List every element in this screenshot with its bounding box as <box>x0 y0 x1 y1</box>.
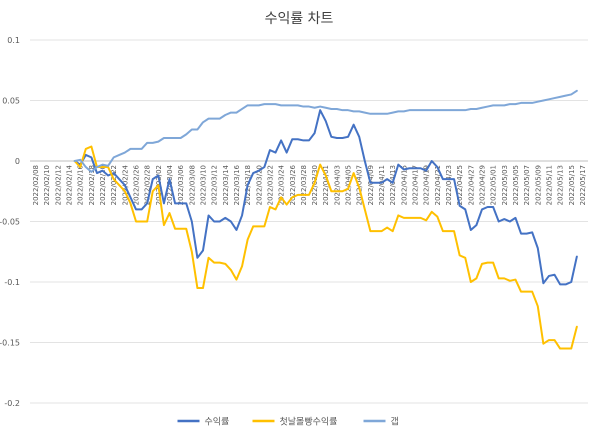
series-line-1 <box>73 145 578 350</box>
series-line-2 <box>73 89 578 173</box>
x-tick-label: 2022/04/13 <box>389 165 397 205</box>
x-tick-label: 2022/03/24 <box>278 164 286 205</box>
y-axis-ticks: 0.1 0.05 0 -0.05 -0.1 -0.15 -0.2 <box>0 36 20 408</box>
x-tick-label: 2022/02/16 <box>77 164 85 205</box>
x-tick-label: 2022/04/09 <box>367 165 375 205</box>
x-tick-label: 2022/03/22 <box>266 165 274 205</box>
chart-title: 수익률 차트 <box>265 11 334 27</box>
x-tick-label: 2022/04/11 <box>378 165 386 205</box>
y-tick-label: -0.1 <box>4 278 20 287</box>
x-tick-label: 2022/05/11 <box>545 165 553 205</box>
x-tick-label: 2022/03/20 <box>255 165 263 205</box>
x-tick-label: 2022/04/21 <box>434 165 442 205</box>
x-tick-label: 2022/03/28 <box>300 165 308 205</box>
x-tick-label: 2022/03/06 <box>177 164 185 205</box>
legend-label: 첫날몰빵수익률 <box>280 416 338 428</box>
x-tick-label: 2022/05/15 <box>568 165 576 205</box>
legend-label: 갭 <box>391 416 399 428</box>
x-tick-label: 2022/05/05 <box>512 165 520 205</box>
y-tick-label: -0.15 <box>0 339 20 348</box>
x-tick-label: 2022/03/12 <box>211 165 219 205</box>
x-tick-label: 2022/03/26 <box>289 164 297 205</box>
y-tick-label: -0.05 <box>0 218 20 227</box>
x-tick-label: 2022/02/12 <box>54 165 62 205</box>
x-tick-label: 2022/03/16 <box>233 164 241 205</box>
x-tick-label: 2022/04/15 <box>400 165 408 205</box>
x-tick-label: 2022/02/14 <box>66 164 74 205</box>
x-tick-label: 2022/03/14 <box>222 164 230 205</box>
legend: 수익률 첫날몰빵수익률 갭 <box>177 416 399 428</box>
x-tick-label: 2022/03/30 <box>311 165 319 205</box>
x-tick-label: 2022/05/07 <box>523 165 531 205</box>
gridlines <box>30 39 588 404</box>
x-tick-label: 2022/02/08 <box>32 165 40 205</box>
x-tick-label: 2022/04/25 <box>456 165 464 205</box>
x-tick-label: 2022/04/27 <box>467 165 475 205</box>
x-tick-label: 2022/05/01 <box>490 165 498 205</box>
x-tick-label: 2022/02/20 <box>99 165 107 205</box>
x-tick-label: 2022/05/17 <box>579 165 587 205</box>
x-tick-label: 2022/02/18 <box>88 165 96 205</box>
x-tick-label: 2022/02/22 <box>110 165 118 205</box>
x-tick-label: 2022/05/13 <box>557 165 565 205</box>
y-tick-label: 0 <box>15 157 20 166</box>
x-tick-label: 2022/04/03 <box>333 165 341 205</box>
legend-label: 수익률 <box>205 416 230 428</box>
x-tick-label: 2022/04/23 <box>445 165 453 205</box>
x-tick-label: 2022/04/17 <box>412 165 420 205</box>
x-tick-label: 2022/04/29 <box>478 165 486 205</box>
x-tick-label: 2022/03/08 <box>188 165 196 205</box>
y-tick-label: 0.1 <box>7 36 20 45</box>
x-tick-label: 2022/04/01 <box>322 165 330 205</box>
y-tick-label: -0.2 <box>4 399 20 408</box>
x-tick-label: 2022/03/10 <box>199 165 207 205</box>
x-tick-label: 2022/04/19 <box>423 165 431 205</box>
series-lines <box>73 89 578 350</box>
x-tick-label: 2022/05/09 <box>534 165 542 205</box>
x-tick-label: 2022/04/07 <box>356 165 364 205</box>
y-tick-label: 0.05 <box>2 97 20 106</box>
x-tick-label: 2022/02/10 <box>43 165 51 205</box>
series-line-0 <box>73 109 578 286</box>
x-tick-label: 2022/02/26 <box>133 164 141 205</box>
x-tick-label: 2022/05/03 <box>501 165 509 205</box>
x-tick-label: 2022/02/28 <box>144 165 152 205</box>
